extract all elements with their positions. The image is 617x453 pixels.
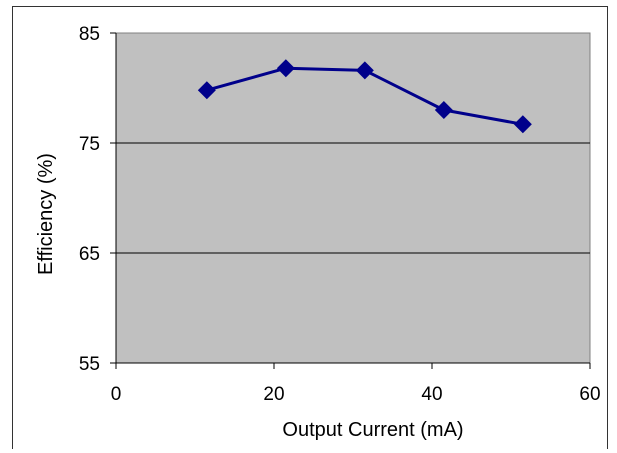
data-point-marker <box>276 59 295 78</box>
plot-area <box>115 32 591 364</box>
y-tick-label: 65 <box>79 244 100 265</box>
series <box>197 59 532 134</box>
tick-marks <box>110 32 591 369</box>
x-tick-label: 0 <box>111 384 122 405</box>
gridlines <box>116 142 590 254</box>
data-point-marker <box>197 81 216 100</box>
y-axis-title: Efficiency (%) <box>35 153 57 275</box>
data-point-marker <box>355 61 374 80</box>
y-tick-label: 75 <box>79 134 100 155</box>
y-tick-label: 85 <box>79 24 100 45</box>
x-tick-label: 20 <box>263 384 284 405</box>
x-tick-label: 60 <box>579 384 600 405</box>
axes <box>115 33 590 364</box>
data-point-marker <box>513 115 532 134</box>
y-tick-label: 55 <box>79 354 100 375</box>
x-axis-title: Output Current (mA) <box>282 419 463 441</box>
x-tick-label: 40 <box>421 384 442 405</box>
data-point-marker <box>434 101 453 119</box>
